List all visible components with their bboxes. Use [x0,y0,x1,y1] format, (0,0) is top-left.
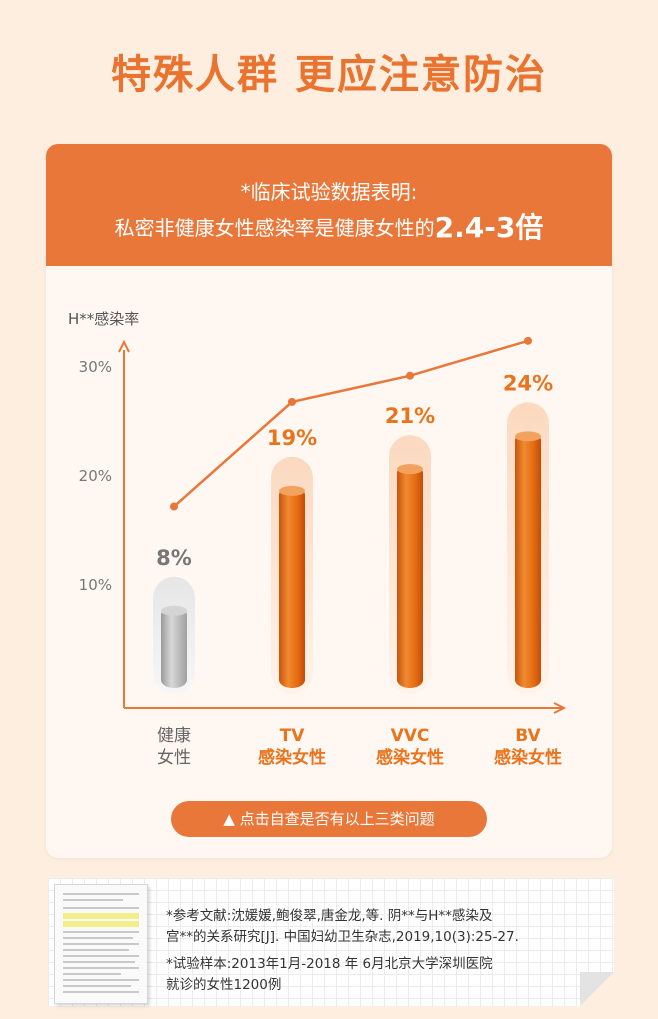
y-tick-label: 30% [79,358,112,376]
bar-value-label: 21% [385,404,435,428]
category-label-line1: TV [280,726,306,746]
bar-top [161,605,187,616]
bar [161,606,187,688]
header-ratio: 2.4-3倍 [434,211,544,244]
trend-point [288,397,296,406]
self-check-button[interactable]: ▲ 点击自查是否有以上三类问题 [171,801,487,837]
y-axis-label: H**感染率 [68,310,139,328]
category-label-line2: 感染女性 [494,747,562,768]
category-label-line2: 女性 [157,748,191,768]
category-label-line1: VVC [391,726,430,746]
bar-value-label: 8% [156,546,192,570]
reference-panel: *参考文献:沈媛媛,鲍俊翠,唐金龙,等. 阴**与H**感染及 宫**的关系研究… [48,878,614,1006]
header-line2: 私密非健康女性感染率是健康女性的2.4-3倍 [46,206,612,246]
y-axis-arrow [118,339,130,353]
category-label-line2: 感染女性 [258,747,326,768]
y-tick-label: 10% [79,576,112,594]
reference-sample-line1: *试验样本:2013年1月-2018 年 6月北京大学深圳医院 [166,956,493,972]
x-axis-arrow [553,702,567,714]
category-label-line1: 健康 [157,726,191,746]
header-line1: *临床试验数据表明: [240,180,418,204]
bar [279,486,305,688]
bar-top [515,431,541,442]
reference-citation-line2: 宫**的关系研究[J]. 中国妇幼卫生杂志,2019,10(3):25-27. [166,929,519,945]
page-title: 特殊人群 更应注意防治 [111,52,547,98]
reference-sample-line2: 就诊的女性1200例 [166,977,282,993]
bar-value-label: 19% [267,426,317,450]
bar [515,432,541,688]
bar-top [397,464,423,475]
chart-card: *临床试验数据表明: 私密非健康女性感染率是健康女性的2.4-3倍 [46,144,612,858]
trend-point [170,502,178,511]
y-tick-label: 20% [79,467,112,485]
trend-line [173,339,529,508]
paper-thumbnail [54,884,148,1004]
trend-point [524,336,532,345]
card-header: *临床试验数据表明: 私密非健康女性感染率是健康女性的2.4-3倍 [46,144,612,266]
reference-citation-line1: *参考文献:沈媛媛,鲍俊翠,唐金龙,等. 阴**与H**感染及 [166,908,493,924]
infection-rate-chart: H**感染率10%20%30%8%健康女性19%TV感染女性21%VVC感染女性… [68,310,567,768]
header-line2-prefix: 私密非健康女性感染率是健康女性的 [114,216,435,240]
bar-top [279,485,305,496]
trend-point [406,371,414,380]
category-label-line2: 感染女性 [376,747,444,768]
page-fold [580,972,614,1006]
category-label-line1: BV [515,726,541,746]
bar [397,465,423,688]
bar-value-label: 24% [503,371,553,395]
